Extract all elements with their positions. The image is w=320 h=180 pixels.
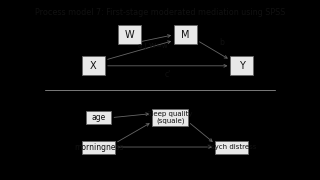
FancyBboxPatch shape — [230, 56, 253, 75]
FancyBboxPatch shape — [152, 109, 188, 126]
Text: morningness: morningness — [74, 143, 123, 152]
Text: W: W — [124, 30, 134, 40]
Text: Psych distress: Psych distress — [207, 144, 256, 150]
FancyBboxPatch shape — [86, 111, 111, 124]
Text: age: age — [92, 113, 106, 122]
FancyBboxPatch shape — [174, 25, 197, 44]
Text: c': c' — [164, 70, 171, 79]
Text: Y: Y — [239, 61, 245, 71]
Text: b: b — [219, 38, 224, 47]
Text: M: M — [181, 30, 190, 40]
FancyBboxPatch shape — [118, 25, 141, 44]
FancyBboxPatch shape — [82, 141, 115, 154]
Text: Process model 7: First-stage moderated mediation using SPSS: Process model 7: First-stage moderated m… — [35, 8, 285, 17]
Text: Sleep quality
(squale): Sleep quality (squale) — [148, 111, 193, 124]
Text: X: X — [90, 61, 97, 71]
FancyBboxPatch shape — [215, 141, 248, 154]
FancyBboxPatch shape — [82, 56, 105, 75]
Text: a | W=w: a | W=w — [138, 43, 167, 50]
